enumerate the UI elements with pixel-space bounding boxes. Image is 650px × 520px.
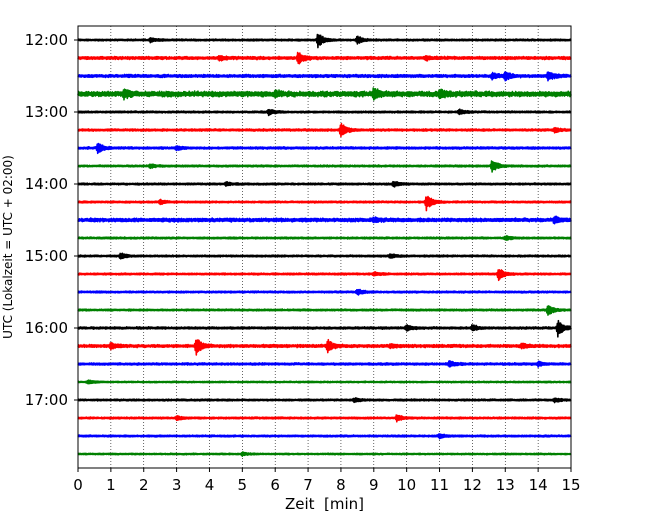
y-tick-label: 16:00 [25,319,68,337]
trace-1215 [77,51,572,65]
trace-1315 [77,122,572,138]
x-tick-label: 12 [463,476,482,494]
y-tick-label: 17:00 [25,391,68,409]
y-tick-label: 13:00 [25,103,68,121]
trace-1300 [77,108,572,117]
x-axis-ticks: 0 1 2 3 4 5 6 7 8 9 10 11 12 13 14 15 [73,468,581,494]
trace-1615 [77,338,572,356]
trace-1530 [77,288,572,296]
x-tick-label: 5 [238,476,248,494]
trace-1645 [77,379,572,385]
trace-1715 [77,414,572,423]
y-tick-label: 12:00 [25,31,68,49]
trace-group [77,33,572,457]
x-tick-label: 6 [270,476,280,494]
trace-1245 [77,87,572,101]
trace-1400 [77,180,572,188]
trace-1500 [77,252,572,260]
trace-1730 [77,433,572,440]
trace-1200 [77,33,572,49]
x-tick-label: 0 [73,476,83,494]
y-axis-label: UTC (Lokalzeit = UTC + 02:00) [1,155,15,339]
trace-1345 [77,160,572,173]
x-tick-label: 15 [561,476,580,494]
x-tick-label: 13 [496,476,515,494]
y-tick-label: 15:00 [25,247,68,265]
x-tick-label: 8 [336,476,346,494]
x-tick-label: 10 [397,476,416,494]
trace-1600 [77,319,572,338]
trace-1415 [77,195,572,212]
x-tick-label: 2 [139,476,149,494]
trace-1630 [77,360,572,368]
trace-1430 [77,215,572,225]
trace-1700 [77,397,572,404]
trace-1515 [77,269,572,282]
x-tick-label: 14 [529,476,548,494]
trace-1230 [77,71,572,82]
trace-1445 [77,234,572,241]
y-axis-ticks: 12:00 13:00 14:00 15:00 16:00 17:00 [25,31,78,409]
x-tick-label: 4 [205,476,215,494]
trace-1545 [77,305,572,316]
x-tick-label: 3 [172,476,182,494]
trace-1745 [77,451,572,457]
x-axis-label: Zeit [min] [285,495,364,513]
plot-frame [77,25,572,469]
y-tick-label: 14:00 [25,175,68,193]
x-tick-label: 9 [369,476,379,494]
trace-1330 [77,142,572,155]
x-tick-label: 7 [303,476,313,494]
x-tick-label: 1 [106,476,116,494]
x-tick-label: 11 [430,476,449,494]
